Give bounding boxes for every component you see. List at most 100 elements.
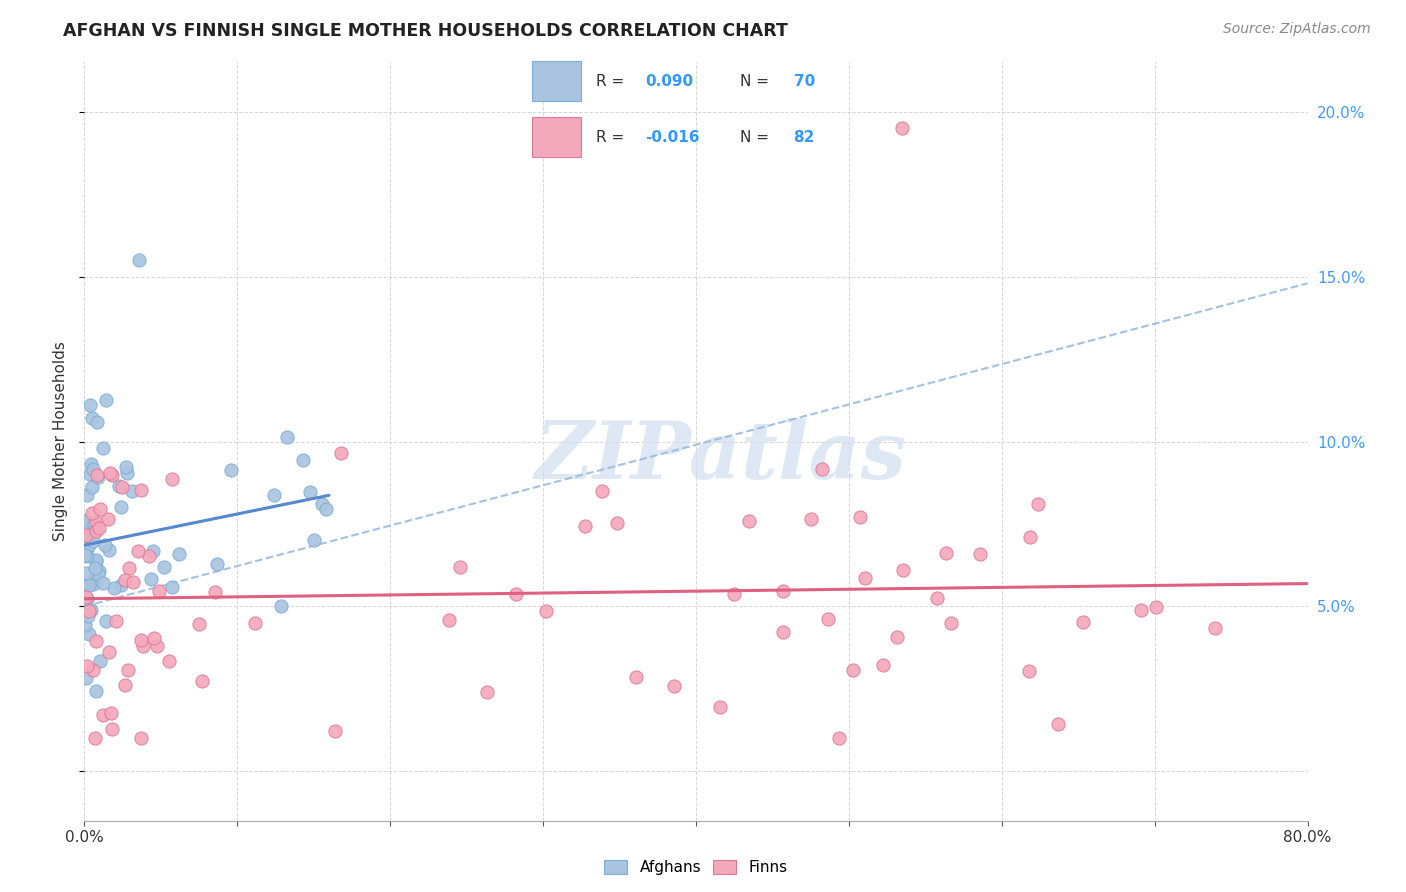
Point [80,603,103,617]
Point [82,462,104,476]
Point [75,590,97,604]
Point [709,700,731,714]
Point [77,604,100,618]
Point [76,658,98,673]
Point [941,616,963,631]
Point [128,253,150,268]
Text: 82: 82 [793,129,815,145]
Point [191,673,214,688]
Point [114,459,136,474]
Point [169,547,191,561]
Point [75,548,97,562]
Point [82,663,104,677]
Point [1026,497,1049,511]
Point [75,671,97,685]
Point [89,502,111,516]
Point [104,614,127,628]
Point [205,557,228,571]
Point [77,577,100,591]
Point [935,545,957,559]
Point [160,580,183,594]
Point [243,616,266,631]
Point [1071,615,1094,630]
Point [111,480,134,494]
Point [849,510,872,524]
Point [100,706,122,721]
Y-axis label: Single Mother Households: Single Mother Households [53,342,69,541]
Point [475,685,498,699]
Text: Source: ZipAtlas.com: Source: ZipAtlas.com [1223,22,1371,37]
Point [127,544,149,558]
Text: AFGHAN VS FINNISH SINGLE MOTHER HOUSEHOLDS CORRELATION CHART: AFGHAN VS FINNISH SINGLE MOTHER HOUSEHOL… [63,22,789,40]
Point [204,584,226,599]
Point [129,633,152,648]
Point [91,575,114,590]
Point [723,587,745,601]
Point [96,615,118,629]
Point [187,617,209,632]
Point [772,624,794,639]
Point [325,723,347,738]
Point [142,544,165,558]
Point [1019,530,1042,544]
Point [855,571,877,585]
Point [800,512,823,526]
Point [927,591,949,606]
Point [87,470,110,484]
Point [315,502,337,516]
Point [84,554,107,568]
Point [73,618,96,632]
Point [1018,664,1040,678]
Point [103,581,125,595]
Point [86,524,108,538]
Point [131,483,153,497]
Point [76,541,98,555]
Point [79,467,101,482]
Point [148,583,170,598]
Point [97,543,120,558]
Point [132,639,155,653]
Point [80,506,103,520]
Point [891,563,914,577]
Point [828,731,851,746]
Point [153,559,176,574]
Point [330,446,353,460]
Point [89,564,111,578]
Point [160,473,183,487]
Point [77,626,100,640]
Point [87,521,110,535]
Point [574,518,596,533]
Point [94,392,117,407]
Text: -0.016: -0.016 [645,129,700,145]
Point [97,511,120,525]
Point [449,559,471,574]
Text: ZIPatlas: ZIPatlas [534,418,907,495]
Point [270,599,292,614]
Point [219,463,242,477]
Point [114,574,136,588]
Point [662,679,685,693]
Point [98,466,121,480]
Point [886,630,908,644]
Point [1204,621,1226,635]
Point [108,478,131,492]
Point [117,663,139,677]
Point [91,708,114,723]
Point [79,398,101,412]
Point [84,561,107,575]
Point [891,121,914,136]
Point [73,528,96,542]
Text: 0.090: 0.090 [645,74,693,89]
Point [121,575,143,590]
Point [76,566,98,580]
FancyBboxPatch shape [531,62,581,102]
Text: N =: N = [741,74,775,89]
Point [91,442,114,456]
Point [298,484,321,499]
Point [121,483,143,498]
Point [86,468,108,483]
Point [84,684,107,698]
Point [110,578,132,592]
Point [1130,603,1153,617]
Point [75,527,97,541]
